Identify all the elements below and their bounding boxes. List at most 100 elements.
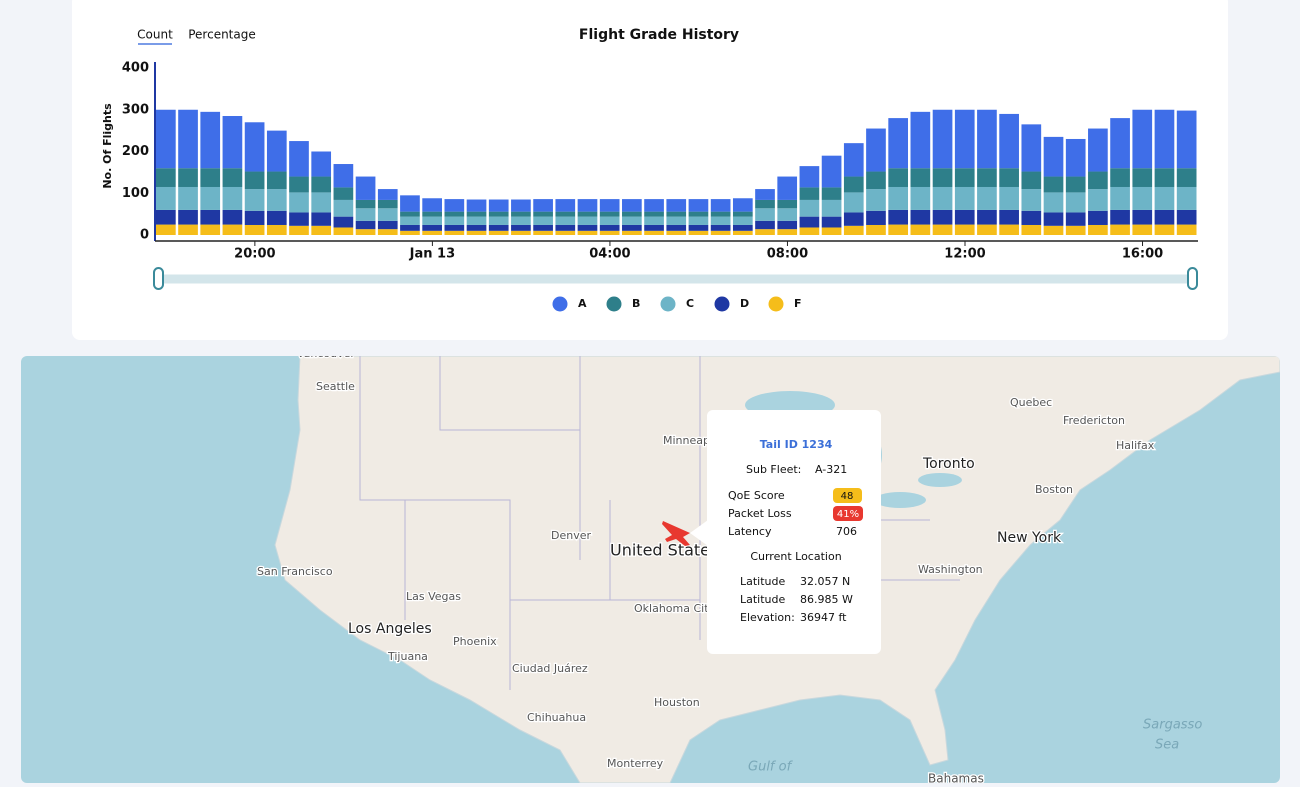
bar-segment [466,216,487,225]
bar-segment [599,211,620,217]
label: Elevation: [740,611,795,624]
bar-segment [932,109,953,169]
bar-segment [1132,209,1153,225]
bar-segment [444,216,465,225]
bar-segment [666,224,687,231]
slider-handle[interactable] [1187,267,1198,290]
bar-segment [999,113,1019,169]
y-axis-label: No. Of Flights [101,103,114,189]
bar-segment [977,224,997,235]
bar-segment [1021,189,1042,211]
bar-segment [732,198,753,212]
bar-segment [910,186,931,210]
legend-item[interactable]: A [552,296,588,312]
value: 86.985 W [800,593,853,606]
bar-segment [777,208,798,221]
legend-item[interactable]: B [606,296,641,312]
plane-icon[interactable] [662,521,690,546]
bar-segment [311,212,332,226]
bar-segment [178,186,198,210]
bar-segment [644,216,664,225]
bar-segment [244,210,265,225]
map-label: Halifax [1116,439,1155,452]
bar-segment [466,199,487,212]
tooltip-pointer [690,520,708,546]
bar-segment [799,227,820,235]
bar-segment [488,199,509,212]
map-label: Sea [1155,738,1179,753]
map-label: Boston [1035,483,1073,496]
tab[interactable]: Count [137,28,173,42]
map-label: Bahamas [928,772,984,786]
value: 32.057 N [800,575,850,588]
map-label: Ciudad Juárez [512,662,588,675]
bar-segment [555,211,576,217]
bar-segment [533,199,553,212]
bar-segment [244,171,265,190]
bar-segment [710,216,731,225]
bar-segment [688,199,709,212]
bar-segment [178,209,198,225]
bar-segment [644,230,664,235]
legend-item[interactable]: C [660,296,695,312]
legend-item[interactable]: D [714,296,750,312]
chart-card [72,0,1228,340]
bar-segment [910,111,931,169]
bar-segment [244,189,265,211]
bar-segment [555,230,576,235]
bar-segment [355,176,376,200]
bar-segment [1021,224,1042,235]
bar-segment [1176,224,1197,235]
bar-segment [755,229,775,235]
bar-segment [1132,186,1153,210]
bar-segment [755,189,775,200]
legend-label: B [632,297,640,310]
bar-segment [622,199,642,212]
bar-segment [377,229,398,235]
bar-segment [732,211,753,217]
map-label: Chihuahua [527,711,586,724]
bar-segment [622,224,642,231]
bar-segment [422,224,442,231]
bar-segment [1176,209,1197,225]
bar-segment [244,224,265,235]
bar-segment [156,168,176,187]
bar-segment [622,230,642,235]
bar-segment [377,189,398,200]
legend-swatch [660,296,676,312]
bar-segment [732,216,753,225]
bar-segment [577,199,598,212]
map-label: Toronto [922,456,975,472]
bar-segment [954,168,975,187]
bar-segment [355,220,376,230]
value: 706 [836,525,857,538]
map-label: New York [997,530,1062,546]
map-label: Phoenix [453,635,497,648]
value: 41% [837,509,859,520]
legend-item[interactable]: F [768,296,802,312]
bar-segment [266,171,287,190]
bar-segment [555,199,576,212]
bar-segment [688,224,709,231]
badge [833,506,863,521]
tab[interactable]: Percentage [188,28,256,42]
bar-segment [1088,128,1108,172]
slider-handle[interactable] [153,267,164,290]
bar-segment [266,224,287,235]
label: QoE Score [728,489,785,502]
bar-segment [333,164,354,188]
map[interactable]: Vancouver Seattle San Francisco Las Vegas Lo… [21,347,1280,786]
chart-title: Flight Grade History [579,27,739,43]
bar-segment [599,199,620,212]
bar-segment [777,220,798,230]
bar-segment [688,230,709,235]
bar-segment [311,225,332,235]
legend-swatch [768,296,784,312]
legend-label: D [740,297,749,310]
bar-segment [511,211,531,217]
bar-segment [1176,110,1197,169]
bar-segment [910,209,931,225]
bar-segment [666,211,687,217]
value: 48 [841,491,854,502]
